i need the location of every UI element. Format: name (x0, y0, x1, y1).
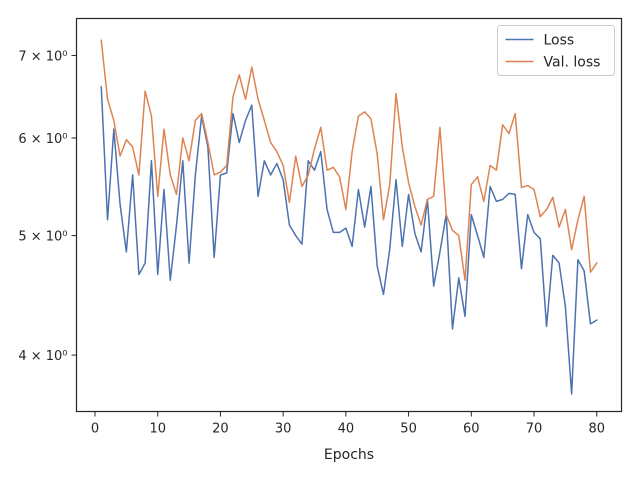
y-tick-layer: 4 × 10⁰ 5 × 10⁰ 6 × 10⁰ 7 × 10⁰ (18, 49, 77, 364)
x-axis-label: Epochs (324, 447, 374, 463)
x-tick-label: 80 (588, 422, 605, 437)
legend-label: Val. loss (544, 55, 601, 71)
x-tick-label: 0 (91, 422, 99, 437)
x-tick-label: 70 (526, 422, 543, 437)
x-tick-label: 40 (338, 422, 355, 437)
series-line-loss (100, 86, 598, 395)
x-tick-label: 10 (149, 422, 166, 437)
plot-frame (75, 17, 623, 413)
x-tick-label: 20 (212, 422, 229, 437)
legend-label: Loss (544, 33, 575, 49)
y-tick-label: 5 × 10⁰ (18, 230, 67, 245)
x-tick-layer: 0 10 20 30 40 50 60 70 80 (91, 411, 605, 437)
y-tick-label: 6 × 10⁰ (18, 132, 67, 147)
series-line-val-loss (100, 39, 598, 281)
x-tick-label: 50 (400, 422, 417, 437)
legend-box (497, 25, 615, 76)
x-tick-label: 60 (463, 422, 480, 437)
series-layer (100, 39, 598, 395)
y-tick-label: 4 × 10⁰ (18, 349, 67, 364)
y-tick-label: 7 × 10⁰ (18, 49, 67, 64)
x-tick-label: 30 (275, 422, 292, 437)
legend: Loss Val. loss (497, 25, 615, 76)
